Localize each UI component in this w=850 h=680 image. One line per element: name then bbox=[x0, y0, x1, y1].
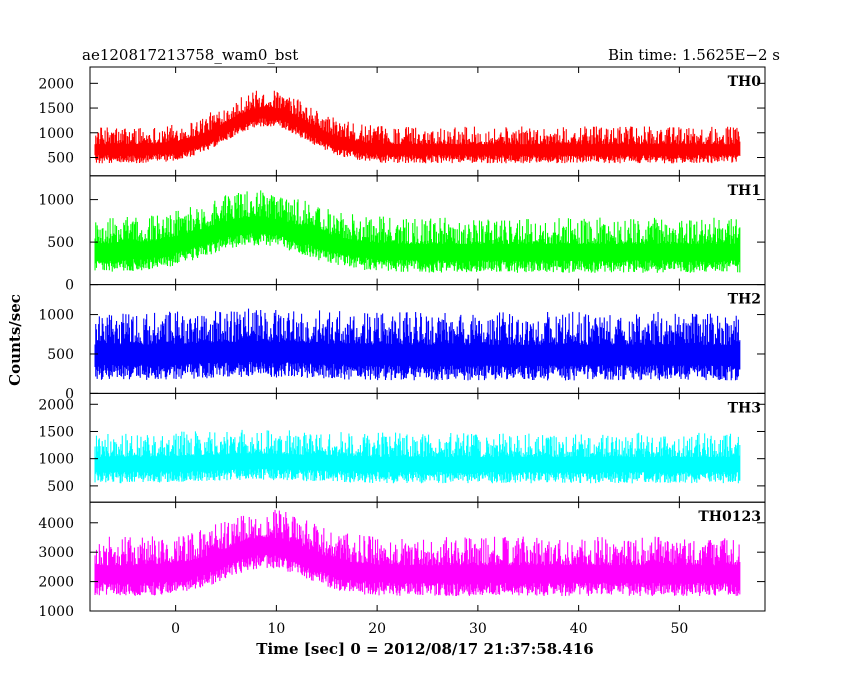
x-tick-label: 30 bbox=[469, 621, 487, 637]
y-axis-title: Counts/sec bbox=[6, 294, 24, 386]
y-tick-label: 1000 bbox=[38, 193, 74, 209]
bin-time-label: Bin time: 1.5625E−2 s bbox=[608, 46, 780, 64]
y-tick-label: 1000 bbox=[38, 308, 74, 324]
series-th0123 bbox=[94, 509, 741, 597]
y-tick-label: 2000 bbox=[38, 76, 74, 92]
x-tick-label: 40 bbox=[570, 621, 588, 637]
y-tick-label: 4000 bbox=[38, 516, 74, 532]
x-tick-label: 0 bbox=[171, 621, 180, 637]
panel-frame-th0123 bbox=[89, 501, 766, 612]
x-axis: 0 10 20 30 40 50 bbox=[171, 621, 688, 637]
panels-group: 500 1000 1500 2000 TH0 0 500 1000 TH1 0 500 1000 TH2… bbox=[38, 66, 766, 620]
y-tick-label: 500 bbox=[47, 479, 74, 495]
y-tick-label: 500 bbox=[47, 347, 74, 363]
panel-th2: 0 500 1000 TH2 bbox=[38, 284, 766, 402]
x-tick-label: 50 bbox=[670, 621, 688, 637]
panel-label-th2: TH2 bbox=[728, 292, 761, 308]
y-tick-label: 500 bbox=[47, 235, 74, 251]
y-tick-label: 0 bbox=[65, 278, 74, 294]
y-tick-label: 0 bbox=[65, 386, 74, 402]
y-tick-label: 1000 bbox=[38, 452, 74, 468]
y-tick-label: 3000 bbox=[38, 545, 74, 561]
y-tick-label: 2000 bbox=[38, 397, 74, 413]
panel-th0123: 1000 2000 3000 4000 TH0123 bbox=[38, 501, 766, 620]
chart-title: ae120817213758_wam0_bst bbox=[82, 46, 298, 64]
panel-label-th0123: TH0123 bbox=[698, 509, 761, 525]
series-th2 bbox=[94, 308, 741, 381]
x-tick-label: 10 bbox=[267, 621, 285, 637]
panel-th3: 500 1000 1500 2000 TH3 bbox=[38, 392, 766, 503]
panel-label-th3: TH3 bbox=[728, 400, 761, 416]
series-th0 bbox=[94, 90, 741, 164]
y-tick-label: 2000 bbox=[38, 575, 74, 591]
panel-label-th0: TH0 bbox=[728, 74, 762, 90]
panel-label-th1: TH1 bbox=[728, 183, 761, 199]
x-tick-label: 20 bbox=[368, 621, 386, 637]
y-tick-label: 1000 bbox=[38, 126, 74, 142]
series-th3 bbox=[94, 429, 741, 484]
y-tick-label: 1000 bbox=[38, 604, 74, 620]
x-axis-title: Time [sec] 0 = 2012/08/17 21:37:58.416 bbox=[256, 640, 593, 658]
y-tick-label: 1500 bbox=[38, 101, 74, 117]
panel-th1: 0 500 1000 TH1 bbox=[38, 175, 766, 294]
y-tick-label: 500 bbox=[47, 151, 74, 167]
series-th1 bbox=[94, 190, 741, 273]
panel-th0: 500 1000 1500 2000 TH0 bbox=[38, 66, 766, 177]
y-tick-label: 1500 bbox=[38, 424, 74, 440]
